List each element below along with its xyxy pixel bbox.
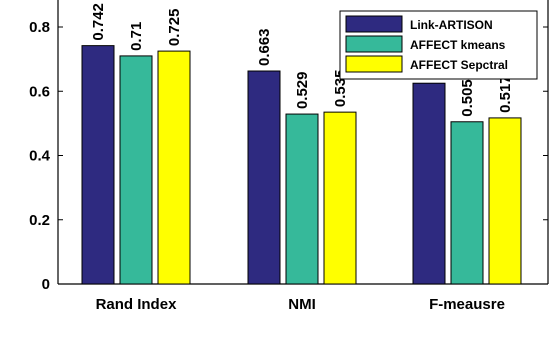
bar bbox=[157, 50, 191, 285]
data-label: 0.529 bbox=[294, 72, 311, 110]
y-tick-label: 0 bbox=[42, 276, 50, 293]
data-label: 0.71 bbox=[128, 22, 145, 51]
legend-swatch bbox=[345, 15, 403, 33]
bar bbox=[81, 45, 115, 285]
bar bbox=[323, 111, 357, 285]
data-label: 0.517 bbox=[497, 75, 514, 113]
bar bbox=[450, 121, 484, 285]
data-label: 0.742 bbox=[90, 3, 107, 41]
data-label: 0.663 bbox=[256, 28, 273, 66]
bar bbox=[488, 117, 522, 285]
bar bbox=[247, 70, 281, 285]
legend-label: Link-ARTISON bbox=[410, 18, 493, 32]
legend-swatch bbox=[345, 35, 403, 53]
legend: Link-ARTISON AFFECT kmeans AFFECT Sepctral bbox=[339, 10, 538, 80]
data-label: 0.725 bbox=[166, 9, 183, 47]
x-tick-label: Rand Index bbox=[96, 296, 178, 313]
legend-label: AFFECT Sepctral bbox=[410, 58, 508, 72]
bars bbox=[81, 45, 522, 285]
bar bbox=[412, 82, 446, 285]
bar bbox=[119, 55, 153, 285]
y-tick-label: 0.4 bbox=[29, 148, 51, 165]
x-tick-label: F-meausre bbox=[429, 296, 505, 313]
x-tick-label: NMI bbox=[288, 296, 316, 313]
legend-label: AFFECT kmeans bbox=[410, 38, 506, 52]
y-tick-label: 0.2 bbox=[29, 212, 50, 229]
y-tick-label: 0.6 bbox=[29, 83, 50, 100]
data-label: 0.505 bbox=[459, 79, 476, 117]
legend-swatch bbox=[345, 55, 403, 73]
bar bbox=[285, 113, 319, 285]
y-tick-label: 0.8 bbox=[29, 19, 50, 36]
